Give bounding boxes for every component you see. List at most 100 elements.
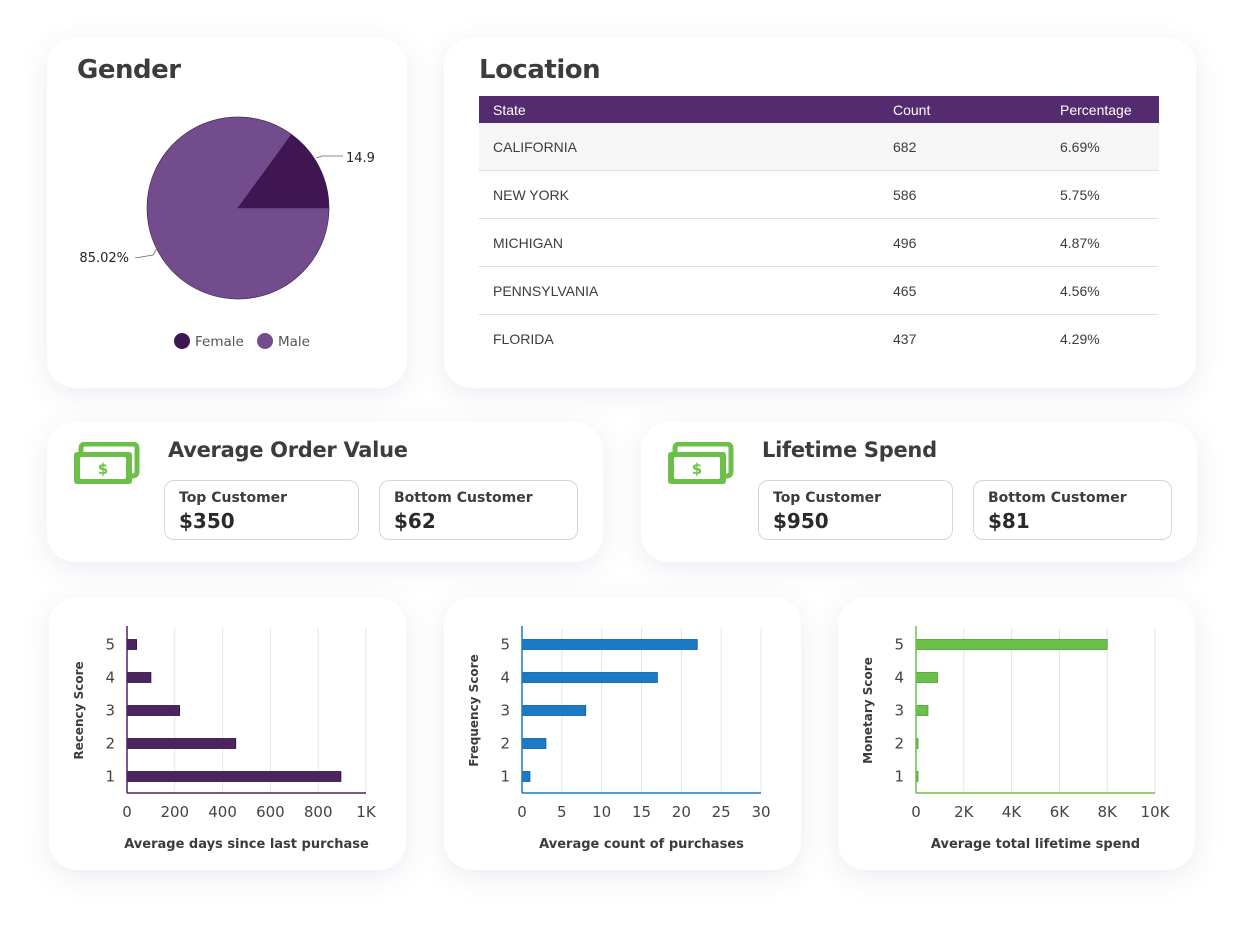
y-tick-label: 4 bbox=[500, 669, 510, 687]
cell-state: NEW YORK bbox=[479, 170, 879, 219]
cell-count: 465 bbox=[879, 266, 1046, 315]
pie-leader-line bbox=[134, 246, 159, 259]
table-row[interactable]: CALIFORNIA 682 6.69% bbox=[479, 123, 1159, 171]
gender-pie-chart: 14.9 85.02% Female Male bbox=[79, 116, 375, 350]
x-tick-label: 0 bbox=[911, 803, 921, 821]
y-tick-label: 1 bbox=[500, 768, 510, 786]
x-tick-label: 15 bbox=[632, 803, 651, 821]
x-tick-label: 5 bbox=[557, 803, 567, 821]
bar-score-1 bbox=[521, 771, 531, 782]
cell-state: PENNSYLVANIA bbox=[479, 266, 879, 315]
x-tick-label: 6K bbox=[1050, 803, 1071, 821]
lifetime-bottom-customer-box: Bottom Customer $81 bbox=[973, 480, 1172, 540]
y-tick-label: 5 bbox=[105, 636, 115, 654]
cell-percentage: 4.29% bbox=[1060, 330, 1100, 347]
bar-score-3 bbox=[521, 705, 587, 716]
cell-count: 586 bbox=[879, 170, 1046, 219]
y-tick-label: 4 bbox=[894, 669, 904, 687]
money-icon: $ bbox=[668, 442, 734, 484]
x-tick-label: 0 bbox=[517, 803, 527, 821]
average-order-value-card: $ Average Order Value Top Customer $350 … bbox=[47, 422, 603, 562]
y-tick-label: 3 bbox=[500, 702, 510, 720]
svg-text:$: $ bbox=[98, 460, 108, 478]
y-tick-label: 4 bbox=[105, 669, 115, 687]
y-tick-label: 1 bbox=[894, 768, 904, 786]
location-title: Location bbox=[479, 55, 601, 85]
y-tick-label: 5 bbox=[500, 636, 510, 654]
lifetime-bottom-label: Bottom Customer bbox=[988, 490, 1127, 506]
legend-marker-female bbox=[174, 333, 190, 349]
location-card: Location State Count Percentage CALIFORN… bbox=[444, 38, 1196, 388]
cell-count: 437 bbox=[893, 330, 917, 347]
legend-label-male: Male bbox=[278, 334, 310, 350]
bar-score-3 bbox=[915, 705, 929, 716]
x-tick-label: 4K bbox=[1002, 803, 1023, 821]
cell-percentage: 4.87% bbox=[1046, 218, 1159, 267]
x-axis-title: Average count of purchases bbox=[539, 837, 744, 852]
x-tick-label: 800 bbox=[304, 803, 333, 821]
x-tick-label: 10 bbox=[592, 803, 611, 821]
cell-count: 496 bbox=[879, 218, 1046, 267]
money-icon: $ bbox=[74, 442, 140, 484]
x-tick-label: 600 bbox=[256, 803, 285, 821]
svg-text:$: $ bbox=[692, 460, 702, 478]
column-header-count[interactable]: Count bbox=[893, 101, 931, 118]
cell-percentage: 5.75% bbox=[1046, 170, 1159, 219]
table-row[interactable]: NEW YORK 586 5.75% bbox=[479, 170, 1159, 219]
bar-score-2 bbox=[521, 738, 547, 749]
lifetime-top-label: Top Customer bbox=[773, 490, 882, 506]
legend-marker-male bbox=[257, 333, 273, 349]
column-header-state[interactable]: State bbox=[493, 101, 526, 118]
x-tick-label: 400 bbox=[208, 803, 237, 821]
cell-state: CALIFORNIA bbox=[479, 123, 879, 171]
aov-bottom-label: Bottom Customer bbox=[394, 490, 533, 506]
x-tick-label: 8K bbox=[1098, 803, 1119, 821]
y-tick-label: 5 bbox=[894, 636, 904, 654]
y-tick-label: 3 bbox=[894, 702, 904, 720]
aov-top-value: $350 bbox=[179, 509, 235, 533]
cell-state: FLORIDA bbox=[493, 330, 554, 347]
y-tick-label: 2 bbox=[105, 735, 115, 753]
y-tick-label: 3 bbox=[105, 702, 115, 720]
table-row[interactable]: PENNSYLVANIA 465 4.56% bbox=[479, 266, 1159, 315]
y-axis-title: Recency Score bbox=[72, 661, 86, 759]
frequency-bar-chart: 0 5 10 15 20 25 30 5 4 3 2 1 Average count of purcha… bbox=[467, 626, 771, 852]
x-tick-label: 25 bbox=[712, 803, 731, 821]
cell-percentage: 4.56% bbox=[1046, 266, 1159, 315]
table-row[interactable]: MICHIGAN 496 4.87% bbox=[479, 218, 1159, 267]
frequency-chart-card: 0 5 10 15 20 25 30 5 4 3 2 1 Average count of purcha… bbox=[444, 597, 801, 870]
bar-score-3 bbox=[126, 705, 180, 716]
recency-chart-card: 0 200 400 600 800 1K 5 4 3 2 1 Average days since l… bbox=[49, 597, 406, 870]
bar-score-5 bbox=[915, 639, 1108, 650]
y-axis-title: Frequency Score bbox=[467, 654, 481, 766]
x-tick-label: 0 bbox=[122, 803, 132, 821]
x-tick-label: 2K bbox=[954, 803, 975, 821]
aov-top-customer-box: Top Customer $350 bbox=[164, 480, 359, 540]
y-axis-title: Monetary Score bbox=[861, 657, 875, 764]
cell-count: 682 bbox=[879, 123, 1046, 171]
x-tick-label: 10K bbox=[1141, 803, 1171, 821]
bar-score-5 bbox=[126, 639, 137, 650]
column-header-percentage[interactable]: Percentage bbox=[1060, 101, 1132, 118]
pie-slice-female bbox=[237, 134, 330, 209]
x-tick-label: 30 bbox=[751, 803, 770, 821]
recency-bar-chart: 0 200 400 600 800 1K 5 4 3 2 1 Average days since l… bbox=[72, 626, 377, 852]
lifetime-title: Lifetime Spend bbox=[762, 438, 937, 462]
bar-score-2 bbox=[126, 738, 237, 749]
pie-slice-male bbox=[146, 116, 330, 300]
table-row[interactable]: FLORIDA 437 4.29% bbox=[479, 315, 1159, 363]
x-tick-label: 20 bbox=[672, 803, 691, 821]
location-table: State Count Percentage CALIFORNIA 682 6.… bbox=[479, 96, 1159, 362]
monetary-chart-card: 0 2K 4K 6K 8K 10K 5 4 3 2 1 Average total lifetime … bbox=[838, 597, 1195, 870]
monetary-bar-chart: 0 2K 4K 6K 8K 10K 5 4 3 2 1 Average total lifetime … bbox=[861, 626, 1171, 852]
gender-title: Gender bbox=[77, 55, 181, 85]
bar-score-1 bbox=[126, 771, 342, 782]
aov-title: Average Order Value bbox=[168, 438, 408, 462]
lifetime-bottom-value: $81 bbox=[988, 509, 1030, 533]
y-tick-label: 2 bbox=[894, 735, 904, 753]
x-axis-title: Average days since last purchase bbox=[124, 837, 369, 852]
table-header-row: State Count Percentage bbox=[479, 96, 1159, 123]
legend-label-female: Female bbox=[195, 334, 244, 350]
x-tick-label: 1K bbox=[356, 803, 377, 821]
pie-data-label: 14.9 bbox=[346, 151, 375, 166]
